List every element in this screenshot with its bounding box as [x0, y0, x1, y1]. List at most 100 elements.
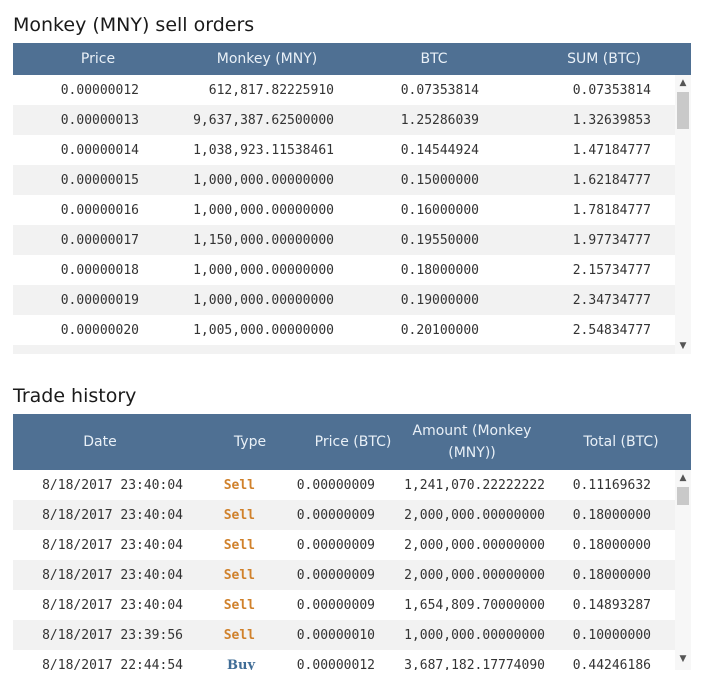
cell-mny-amount: 1,000,000.00000000 [193, 172, 334, 188]
cell-type: Sell [223, 507, 255, 523]
cell-sum-btc: 2.77934777 [479, 353, 651, 355]
cell-sum-btc: 2.54834777 [572, 322, 651, 338]
cell-btc: 0.15000000 [400, 172, 479, 188]
sell-orders-title: Monkey (MNY) sell orders [13, 14, 255, 36]
cell-mny-amount: 1,000,000.00000000 [193, 262, 334, 278]
scroll-down-icon[interactable]: ▼ [679, 341, 687, 351]
table-row[interactable]: 0.00000019 1,000,000.00000000 0.19000000 2.… [13, 285, 675, 315]
cell-btc: 0.23100000 [334, 353, 479, 355]
cell-date: 8/18/2017 23:40:04 [42, 537, 183, 553]
cell-sum-btc: 1.32639853 [572, 112, 651, 128]
cell-mny-amount: 1,038,923.11538461 [193, 142, 334, 158]
cell-amount: 1,000,000.00000000 [404, 627, 545, 643]
cell-mny-amount: 612,817.82225910 [208, 82, 334, 98]
table-row[interactable]: 0.00000017 1,150,000.00000000 0.19550000 1.… [13, 225, 675, 255]
cell-amount: 2,000,000.00000000 [404, 507, 545, 523]
cell-sum-btc: 1.97734777 [572, 232, 651, 248]
table-row[interactable]: 8/18/2017 23:40:04 Sell 0.00000009 2,000,00… [13, 530, 675, 560]
cell-total-btc: 0.14893287 [572, 597, 651, 613]
column-header-mny[interactable]: Monkey (MNY) [216, 51, 318, 67]
cell-btc: 0.07353814 [400, 82, 479, 98]
scroll-up-icon[interactable]: ▲ [679, 78, 687, 88]
table-row[interactable]: 0.00000014 1,038,923.11538461 0.14544924 1.… [13, 135, 675, 165]
cell-price: 0.00000019 [60, 292, 139, 308]
cell-sum-btc: 0.07353814 [572, 82, 651, 98]
cell-date: 8/18/2017 23:40:04 [42, 567, 183, 583]
cell-price-btc: 0.00000009 [296, 477, 375, 493]
cell-price: 0.00000021 [13, 353, 139, 355]
cell-price: 0.00000016 [60, 202, 139, 218]
cell-mny-amount: 1,100,000.00000000 [139, 353, 334, 355]
table-row[interactable]: 0.00000018 1,000,000.00000000 0.18000000 2.… [13, 255, 675, 285]
sell-orders-scrollbar[interactable]: ▲ ▼ [675, 75, 691, 354]
cell-type: Sell [223, 477, 255, 493]
cell-btc: 0.19550000 [400, 232, 479, 248]
table-row[interactable]: 0.000000211,100,000.000000000.231000002.… [13, 345, 675, 354]
cell-date: 8/18/2017 23:40:04 [42, 597, 183, 613]
column-header-price-btc[interactable]: Price (BTC) [314, 434, 392, 450]
cell-date: 8/18/2017 23:40:04 [42, 507, 183, 523]
table-row[interactable]: 8/18/2017 23:40:04 Sell 0.00000009 2,000,00… [13, 560, 675, 590]
column-header-sum-btc[interactable]: SUM (BTC) [567, 51, 641, 67]
cell-price: 0.00000014 [60, 142, 139, 158]
cell-price: 0.00000018 [60, 262, 139, 278]
cell-date: 8/18/2017 23:39:56 [42, 627, 183, 643]
cell-price: 0.00000017 [60, 232, 139, 248]
cell-price-btc: 0.00000012 [296, 657, 375, 671]
cell-sum-btc: 1.62184777 [572, 172, 651, 188]
cell-sum-btc: 1.47184777 [572, 142, 651, 158]
cell-amount: 3,687,182.17774090 [404, 657, 545, 671]
sell-orders-header: Price Monkey (MNY) BTC SUM (BTC) [13, 43, 691, 75]
cell-total-btc: 0.10000000 [572, 627, 651, 643]
cell-mny-amount: 1,005,000.00000000 [193, 322, 334, 338]
table-row[interactable]: 8/18/2017 23:40:04 Sell 0.00000009 2,000,00… [13, 500, 675, 530]
sell-orders-panel: Price Monkey (MNY) BTC SUM (BTC) 0.00000… [13, 43, 691, 354]
cell-date: 8/18/2017 22:44:54 [42, 657, 183, 671]
cell-total-btc: 0.18000000 [572, 567, 651, 583]
table-row[interactable]: 8/18/2017 23:39:56 Sell 0.00000010 1,000,00… [13, 620, 675, 650]
table-row[interactable]: 0.00000015 1,000,000.00000000 0.15000000 1.… [13, 165, 675, 195]
cell-amount: 2,000,000.00000000 [404, 537, 545, 553]
column-header-amount[interactable]: Amount (Monkey (MNY)) [412, 423, 532, 461]
column-header-price[interactable]: Price [80, 51, 116, 67]
cell-amount: 1,241,070.22222222 [404, 477, 545, 493]
cell-btc: 0.19000000 [400, 292, 479, 308]
table-row[interactable]: 0.00000013 9,637,387.62500000 1.25286039 1.… [13, 105, 675, 135]
trade-history-header: Date Type Price (BTC) Amount (Monkey (MN… [13, 414, 691, 470]
cell-amount: 1,654,809.70000000 [404, 597, 545, 613]
cell-sum-btc: 2.15734777 [572, 262, 651, 278]
table-row[interactable]: 8/18/2017 23:40:04 Sell 0.00000009 1,654,80… [13, 590, 675, 620]
table-row[interactable]: 0.00000016 1,000,000.00000000 0.16000000 1.… [13, 195, 675, 225]
cell-btc: 0.18000000 [400, 262, 479, 278]
cell-btc: 0.20100000 [400, 322, 479, 338]
column-header-date[interactable]: Date [83, 434, 117, 450]
trade-history-scrollbar[interactable]: ▲ ▼ [675, 470, 691, 670]
column-header-btc[interactable]: BTC [420, 51, 448, 67]
cell-price-btc: 0.00000009 [296, 567, 375, 583]
table-row[interactable]: 0.00000020 1,005,000.00000000 0.20100000 2.… [13, 315, 675, 345]
cell-price-btc: 0.00000009 [296, 507, 375, 523]
table-row[interactable]: 0.00000012 612,817.82225910 0.07353814 0.07… [13, 75, 675, 105]
cell-sum-btc: 2.34734777 [572, 292, 651, 308]
cell-mny-amount: 1,150,000.00000000 [193, 232, 334, 248]
scroll-up-icon[interactable]: ▲ [679, 473, 687, 483]
column-header-type[interactable]: Type [233, 434, 267, 450]
table-row[interactable]: 8/18/2017 23:40:04 Sell 0.00000009 1,241,07… [13, 470, 675, 500]
column-header-total-btc[interactable]: Total (BTC) [583, 434, 659, 450]
cell-btc: 0.16000000 [400, 202, 479, 218]
cell-price-btc: 0.00000009 [296, 537, 375, 553]
cell-price: 0.00000013 [60, 112, 139, 128]
scroll-thumb[interactable] [677, 487, 689, 505]
trade-history-title: Trade history [13, 385, 137, 407]
cell-price: 0.00000015 [60, 172, 139, 188]
scroll-thumb[interactable] [677, 92, 689, 129]
scroll-down-icon[interactable]: ▼ [679, 654, 687, 664]
cell-date: 8/18/2017 23:40:04 [42, 477, 183, 493]
cell-mny-amount: 9,637,387.62500000 [193, 112, 334, 128]
cell-sum-btc: 1.78184777 [572, 202, 651, 218]
trade-history-body[interactable]: 8/18/2017 23:40:04 Sell 0.00000009 1,241,07… [13, 470, 691, 670]
sell-orders-body[interactable]: 0.00000012 612,817.82225910 0.07353814 0.07… [13, 75, 691, 354]
table-row[interactable]: 8/18/2017 22:44:54 Buy 0.00000012 3,687,182… [13, 650, 675, 671]
cell-type: Sell [223, 537, 255, 553]
trade-history-panel: Date Type Price (BTC) Amount (Monkey (MN… [13, 414, 691, 670]
